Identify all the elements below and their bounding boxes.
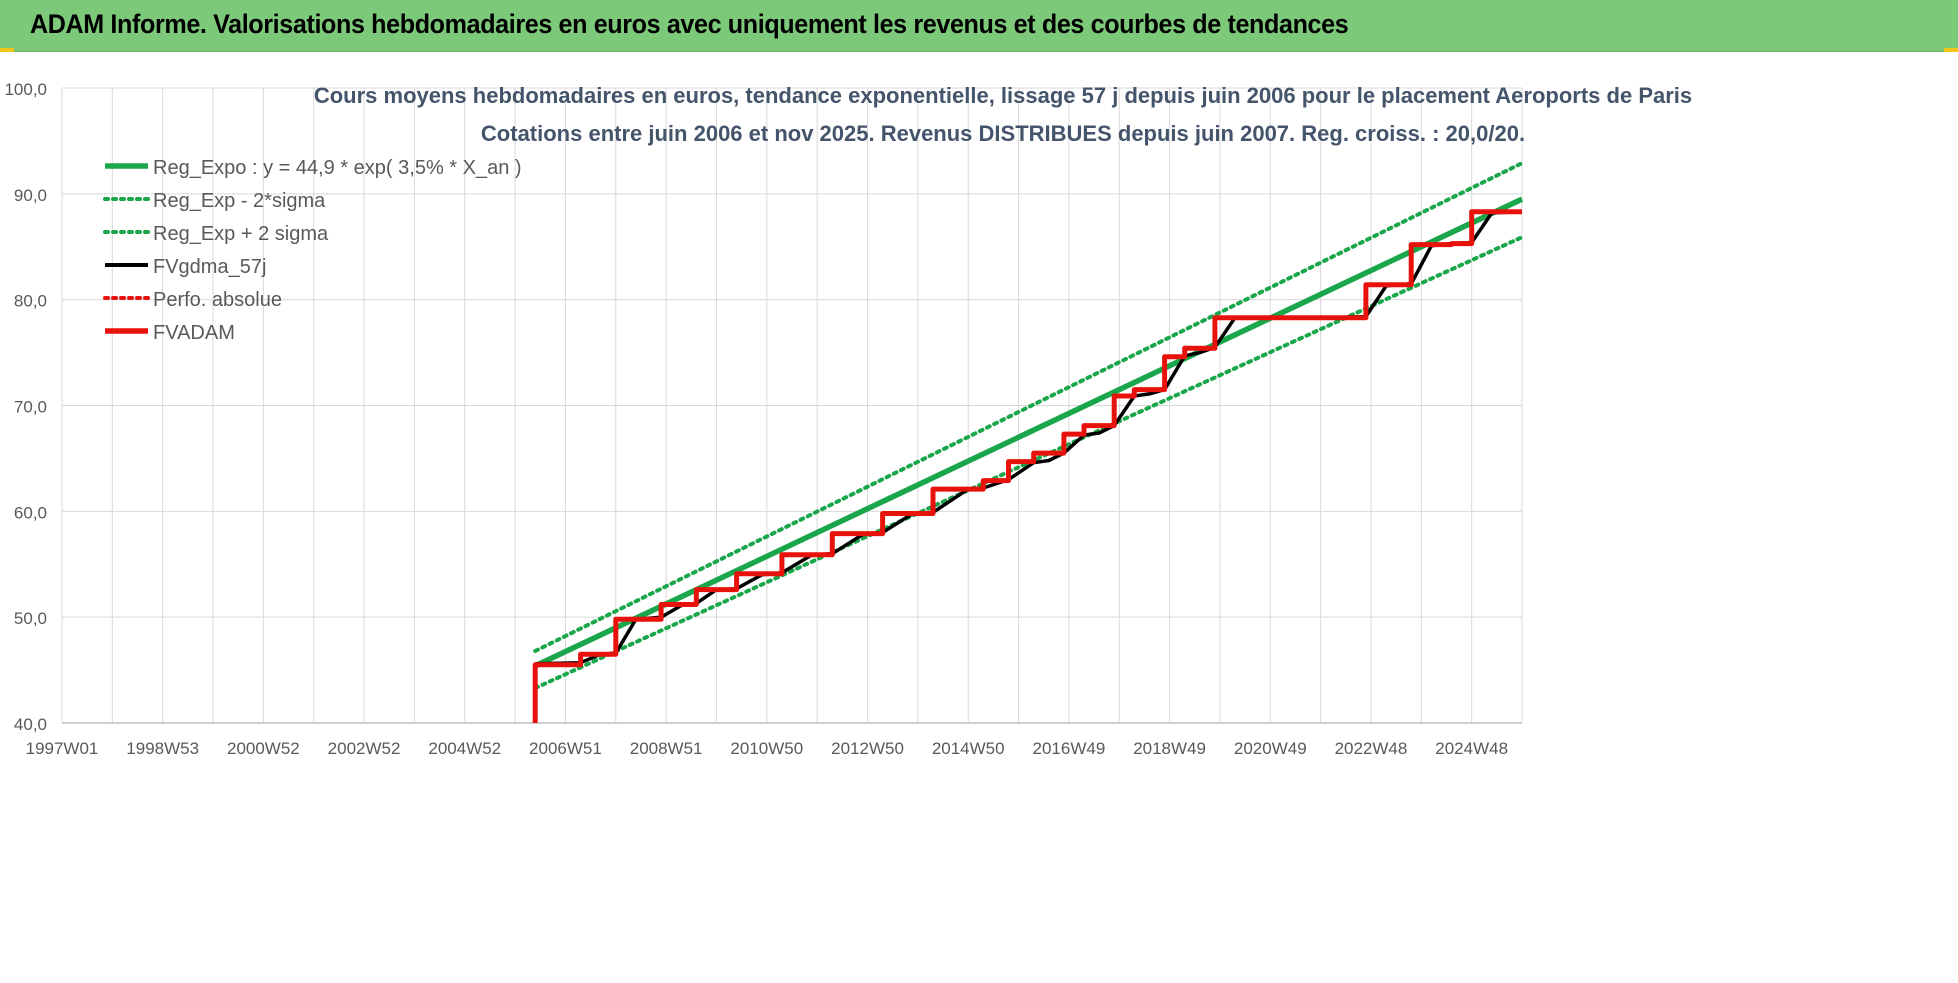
header-bar: ADAM Informe. Valorisations hebdomadaire…	[0, 0, 1958, 52]
y-tick-label: 70,0	[14, 398, 47, 417]
legend-label: FVgdma_57j	[153, 256, 266, 278]
legend-label: Reg_Expo : y = 44,9 * exp( 3,5% * X_an )	[153, 157, 522, 179]
x-tick-label: 2024W48	[1435, 739, 1508, 758]
x-tick-label: 2014W50	[932, 739, 1005, 758]
legend-label: FVADAM	[153, 322, 235, 344]
y-tick-label: 100,0	[4, 80, 47, 99]
x-tick-label: 2000W52	[227, 739, 300, 758]
page-title: ADAM Informe. Valorisations hebdomadaire…	[30, 9, 1349, 39]
chart-area: 40,0 50,0 60,0 70,0 80,0 90,0 100,0 1997W01 1998…	[0, 52, 1958, 978]
y-tick-label: 80,0	[14, 292, 47, 311]
chart-svg: 40,0 50,0 60,0 70,0 80,0 90,0 100,0 1997W01 1998…	[0, 52, 1958, 978]
x-tick-label: 2002W52	[328, 739, 401, 758]
x-tick-label: 1998W53	[126, 739, 199, 758]
chart-title-line1: Cours moyens hebdomadaires en euros, ten…	[314, 83, 1692, 108]
x-tick-label: 2006W51	[529, 739, 602, 758]
y-tick-label: 50,0	[14, 609, 47, 628]
x-tick-label: 2010W50	[730, 739, 803, 758]
legend-layer: Reg_Expo : y = 44,9 * exp( 3,5% * X_an )…	[103, 157, 522, 344]
x-tick-label: 1997W01	[26, 739, 99, 758]
series-layer	[532, 161, 1524, 723]
series-line-fvadam	[532, 209, 1522, 723]
legend-label: Reg_Exp + 2 sigma	[153, 223, 329, 245]
y-tick-label: 40,0	[14, 715, 47, 734]
x-tick-label: 2018W49	[1133, 739, 1206, 758]
corner-marker-left	[0, 48, 14, 54]
legend-label: Perfo. absolue	[153, 289, 282, 311]
chart-background	[0, 52, 1958, 978]
x-tick-label: 2012W50	[831, 739, 904, 758]
y-tick-label: 90,0	[14, 186, 47, 205]
x-tick-label: 2016W49	[1033, 739, 1106, 758]
x-tick-label: 2020W49	[1234, 739, 1307, 758]
axis-layer: 40,0 50,0 60,0 70,0 80,0 90,0 100,0 1997W01 1998…	[4, 80, 1522, 758]
x-tick-label: 2004W52	[428, 739, 501, 758]
chart-title-line2: Cotations entre juin 2006 et nov 2025. R…	[481, 121, 1525, 146]
x-tick-label: 2008W51	[630, 739, 703, 758]
corner-marker-right	[1944, 48, 1958, 54]
y-tick-label: 60,0	[14, 503, 47, 522]
legend-label: Reg_Exp - 2*sigma	[153, 190, 326, 212]
x-tick-label: 2022W48	[1335, 739, 1408, 758]
series-line-reg-exp-2-sigma	[533, 161, 1524, 653]
grid-layer	[61, 87, 1523, 724]
